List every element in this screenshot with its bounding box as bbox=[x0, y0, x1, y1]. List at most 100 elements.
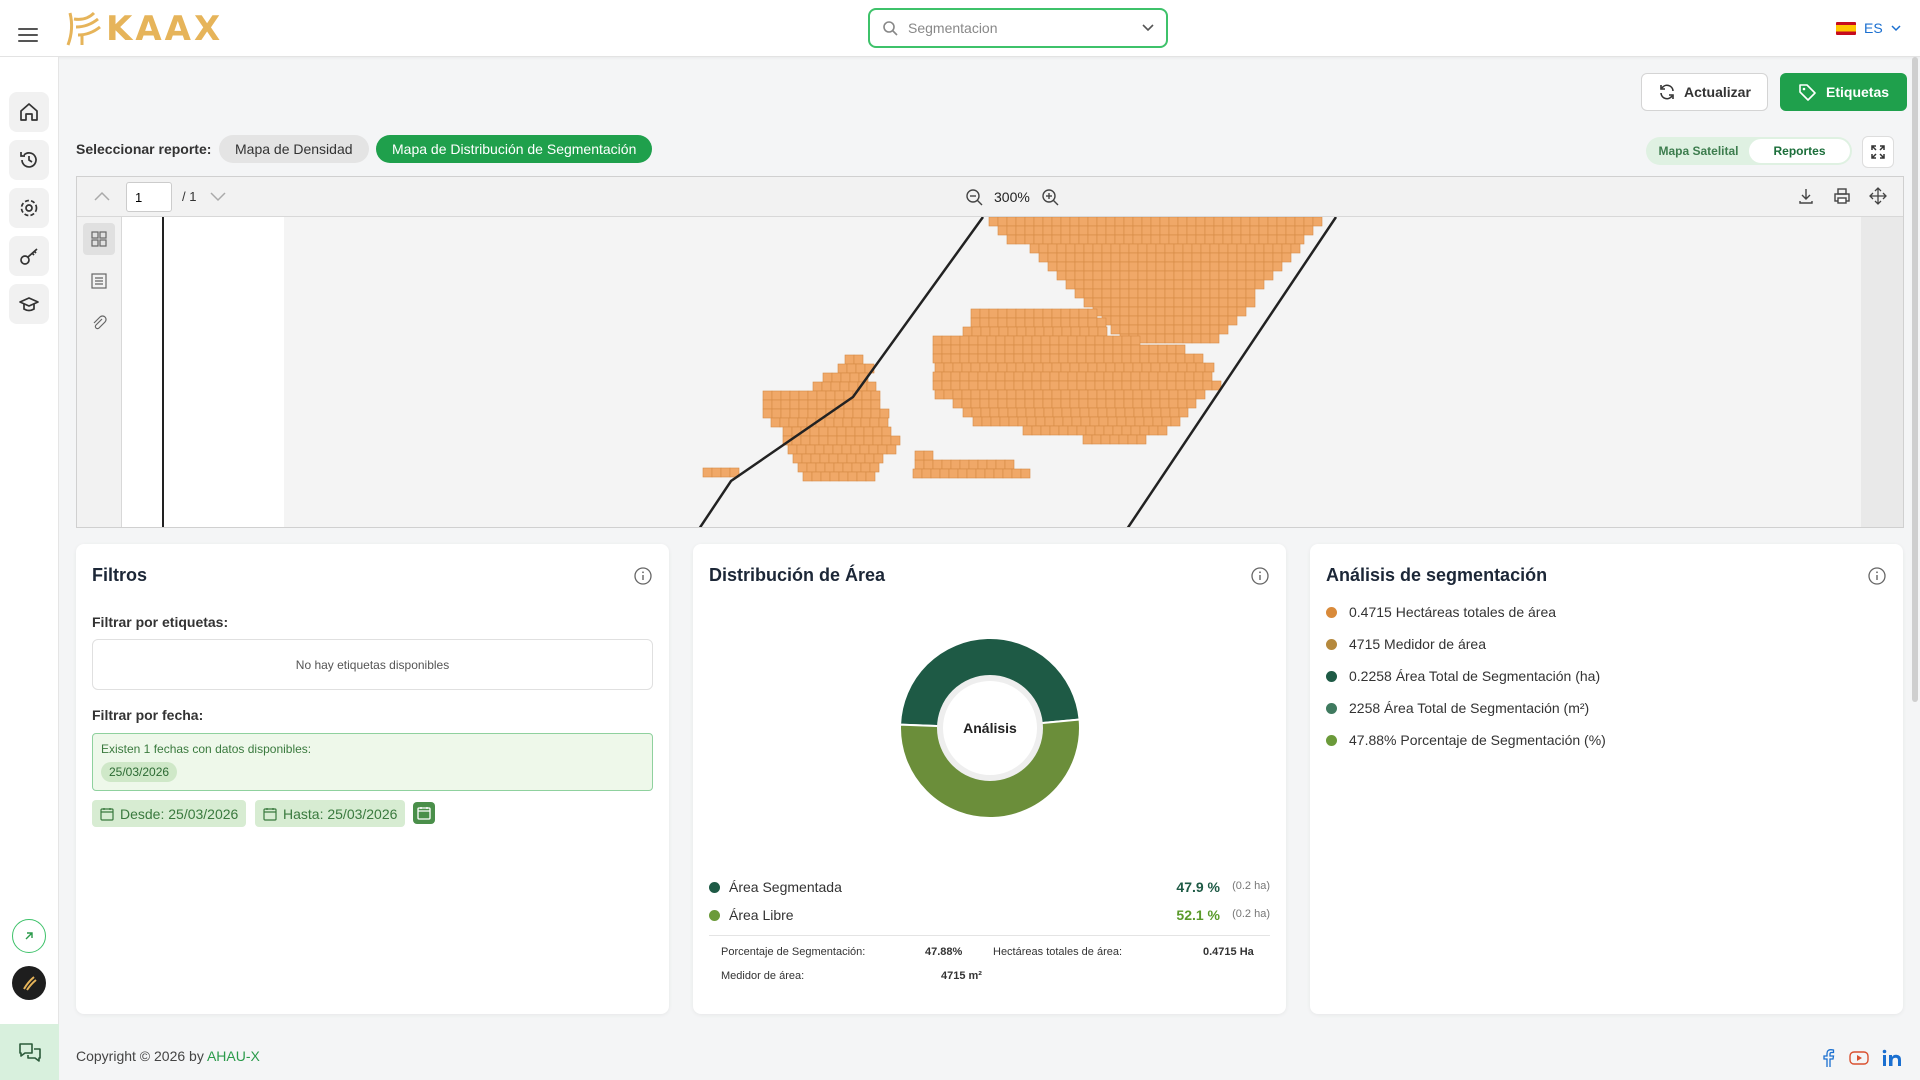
segment-cell bbox=[1267, 217, 1278, 227]
segment-cell bbox=[950, 459, 961, 470]
download-icon[interactable] bbox=[1797, 187, 1815, 205]
segment-cell bbox=[959, 459, 970, 470]
report-option-density[interactable]: Mapa de Densidad bbox=[219, 135, 369, 163]
segment-cell bbox=[1204, 217, 1215, 227]
youtube-icon[interactable] bbox=[1849, 1048, 1869, 1068]
facebook-icon[interactable] bbox=[1818, 1048, 1838, 1068]
segment-cell bbox=[1094, 425, 1105, 436]
segment-cell bbox=[977, 344, 988, 355]
sidebar-item-learning[interactable] bbox=[9, 284, 49, 324]
segment-cell bbox=[1222, 217, 1233, 227]
segment-cell bbox=[771, 408, 782, 419]
search-input[interactable] bbox=[908, 20, 1142, 36]
calendar-button[interactable] bbox=[413, 802, 435, 824]
chat-button[interactable] bbox=[0, 1024, 59, 1080]
segment-cell bbox=[1272, 243, 1283, 254]
segment-cell bbox=[1254, 243, 1265, 254]
attachments-button[interactable] bbox=[83, 307, 115, 339]
segment-cell bbox=[843, 408, 854, 419]
zoom-in-icon[interactable] bbox=[1041, 188, 1059, 206]
linkedin-icon[interactable] bbox=[1882, 1048, 1902, 1068]
available-dates-text: Existen 1 fechas con datos disponibles: bbox=[101, 742, 312, 756]
segment-cell bbox=[1143, 416, 1154, 427]
segment-cell bbox=[1130, 371, 1141, 382]
segment-cell bbox=[950, 335, 961, 346]
legend-row[interactable]: Área Libre 52.1 % (0.2 ha) bbox=[709, 906, 1270, 926]
pdf-canvas bbox=[123, 217, 1903, 527]
segment-cell bbox=[1168, 362, 1179, 373]
tab-satellite-map[interactable]: Mapa Satelital bbox=[1658, 144, 1739, 158]
segment-cell bbox=[1173, 279, 1184, 290]
outline-button[interactable] bbox=[83, 265, 115, 297]
fullscreen-button[interactable] bbox=[1862, 136, 1894, 168]
segment-cell bbox=[1088, 407, 1099, 418]
segment-cell bbox=[1209, 252, 1220, 263]
total-ha-label: Hectáreas totales de área: bbox=[993, 946, 1123, 958]
segment-cell bbox=[1209, 261, 1220, 272]
info-icon[interactable] bbox=[1250, 566, 1270, 586]
info-icon[interactable] bbox=[633, 566, 653, 586]
segment-cell bbox=[1067, 425, 1078, 436]
available-date-chip[interactable]: 25/03/2026 bbox=[101, 762, 178, 782]
sidebar-item-settings[interactable] bbox=[9, 188, 49, 228]
segment-cell bbox=[1175, 353, 1186, 364]
segment-cell bbox=[1161, 416, 1172, 427]
segment-cell bbox=[999, 416, 1010, 427]
segment-cell bbox=[1155, 288, 1166, 299]
segment-cell bbox=[1024, 389, 1035, 400]
segmentation-map bbox=[698, 217, 1338, 527]
info-icon[interactable] bbox=[1867, 566, 1887, 586]
legend-name: Área Libre bbox=[729, 907, 794, 923]
move-icon[interactable] bbox=[1869, 187, 1887, 205]
segment-cell bbox=[1132, 225, 1143, 236]
segment-cell bbox=[1038, 243, 1049, 254]
segment-cell bbox=[1123, 225, 1134, 236]
sidebar-item-keys[interactable] bbox=[9, 236, 49, 276]
sidebar-item-home[interactable] bbox=[9, 92, 49, 132]
chevron-down-icon[interactable] bbox=[1142, 24, 1154, 32]
tab-reports[interactable]: Reportes bbox=[1749, 139, 1850, 163]
page-scrollbar[interactable] bbox=[1912, 57, 1918, 702]
tags-icon bbox=[1799, 84, 1816, 101]
page-number-input[interactable] bbox=[126, 182, 172, 212]
date-from-button[interactable]: Desde: 25/03/2026 bbox=[92, 800, 247, 827]
segment-cell bbox=[1110, 324, 1121, 335]
logo[interactable]: KAAX bbox=[64, 8, 223, 50]
segment-cell bbox=[980, 407, 991, 418]
date-to-button[interactable]: Hasta: 25/03/2026 bbox=[255, 800, 406, 827]
zoom-out-icon[interactable] bbox=[965, 188, 983, 206]
labels-button[interactable]: Etiquetas bbox=[1780, 73, 1908, 111]
external-link-button[interactable] bbox=[12, 919, 46, 953]
segment-cell bbox=[1065, 243, 1076, 254]
segment-cell bbox=[1151, 407, 1162, 418]
segment-cell bbox=[988, 389, 999, 400]
thumbnails-button[interactable] bbox=[83, 223, 115, 255]
segment-cell bbox=[1016, 407, 1027, 418]
report-option-segmentation[interactable]: Mapa de Distribución de Segmentación bbox=[376, 135, 653, 163]
segment-cell bbox=[1118, 434, 1129, 445]
segment-cell bbox=[970, 308, 981, 319]
segment-cell bbox=[1085, 335, 1096, 346]
search-select[interactable] bbox=[868, 8, 1168, 48]
legend-row[interactable]: Área Segmentada 47.9 % (0.2 ha) bbox=[709, 878, 1270, 898]
segment-cell bbox=[1067, 353, 1078, 364]
menu-icon[interactable] bbox=[18, 28, 38, 42]
segment-cell bbox=[879, 408, 890, 419]
print-icon[interactable] bbox=[1833, 187, 1851, 205]
sidebar-item-history[interactable] bbox=[9, 140, 49, 180]
user-avatar[interactable] bbox=[12, 966, 46, 1000]
chevron-up-icon[interactable] bbox=[94, 191, 110, 201]
segment-cell bbox=[1209, 324, 1220, 335]
language-selector[interactable]: ES bbox=[1836, 20, 1901, 36]
segment-cell bbox=[1085, 425, 1096, 436]
chevron-down-icon[interactable] bbox=[210, 192, 226, 202]
segment-cell bbox=[997, 398, 1008, 409]
distribution-card: Distribución de Área Análisis Área Segme… bbox=[693, 544, 1286, 1014]
segment-cell bbox=[837, 363, 848, 374]
update-button[interactable]: Actualizar bbox=[1641, 73, 1768, 111]
company-link[interactable]: AHAU-X bbox=[206, 1048, 260, 1064]
segment-cell bbox=[1211, 380, 1222, 391]
refresh-icon bbox=[1660, 84, 1674, 100]
area-donut-chart: Análisis bbox=[899, 637, 1081, 819]
segment-cell bbox=[1155, 270, 1166, 281]
